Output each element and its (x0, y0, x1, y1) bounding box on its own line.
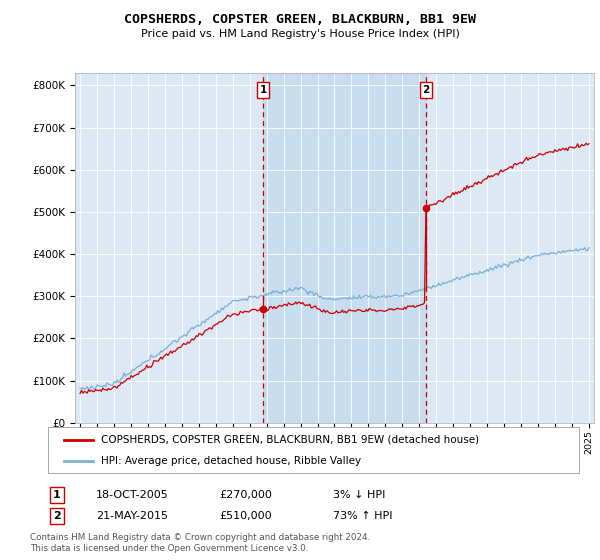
Text: 2: 2 (422, 85, 430, 95)
Text: 3% ↓ HPI: 3% ↓ HPI (333, 490, 385, 500)
Text: COPSHERDS, COPSTER GREEN, BLACKBURN, BB1 9EW (detached house): COPSHERDS, COPSTER GREEN, BLACKBURN, BB1… (101, 435, 479, 445)
Point (258, 305, 268, 314)
Text: Contains HM Land Registry data © Crown copyright and database right 2024.: Contains HM Land Registry data © Crown c… (30, 533, 370, 542)
Text: 1: 1 (53, 490, 61, 500)
Text: COPSHERDS, COPSTER GREEN, BLACKBURN, BB1 9EW: COPSHERDS, COPSTER GREEN, BLACKBURN, BB1… (124, 13, 476, 26)
Text: £510,000: £510,000 (219, 511, 272, 521)
Text: 1: 1 (259, 85, 267, 95)
Bar (263, 73, 426, 423)
Point (421, 203, 431, 212)
Text: 73% ↑ HPI: 73% ↑ HPI (333, 511, 392, 521)
Text: HPI: Average price, detached house, Ribble Valley: HPI: Average price, detached house, Ribb… (101, 456, 361, 466)
Text: This data is licensed under the Open Government Licence v3.0.: This data is licensed under the Open Gov… (30, 544, 308, 553)
Text: £270,000: £270,000 (219, 490, 272, 500)
Text: 18-OCT-2005: 18-OCT-2005 (96, 490, 169, 500)
Text: 21-MAY-2015: 21-MAY-2015 (96, 511, 168, 521)
Text: 2: 2 (53, 511, 61, 521)
Text: Price paid vs. HM Land Registry's House Price Index (HPI): Price paid vs. HM Land Registry's House … (140, 29, 460, 39)
